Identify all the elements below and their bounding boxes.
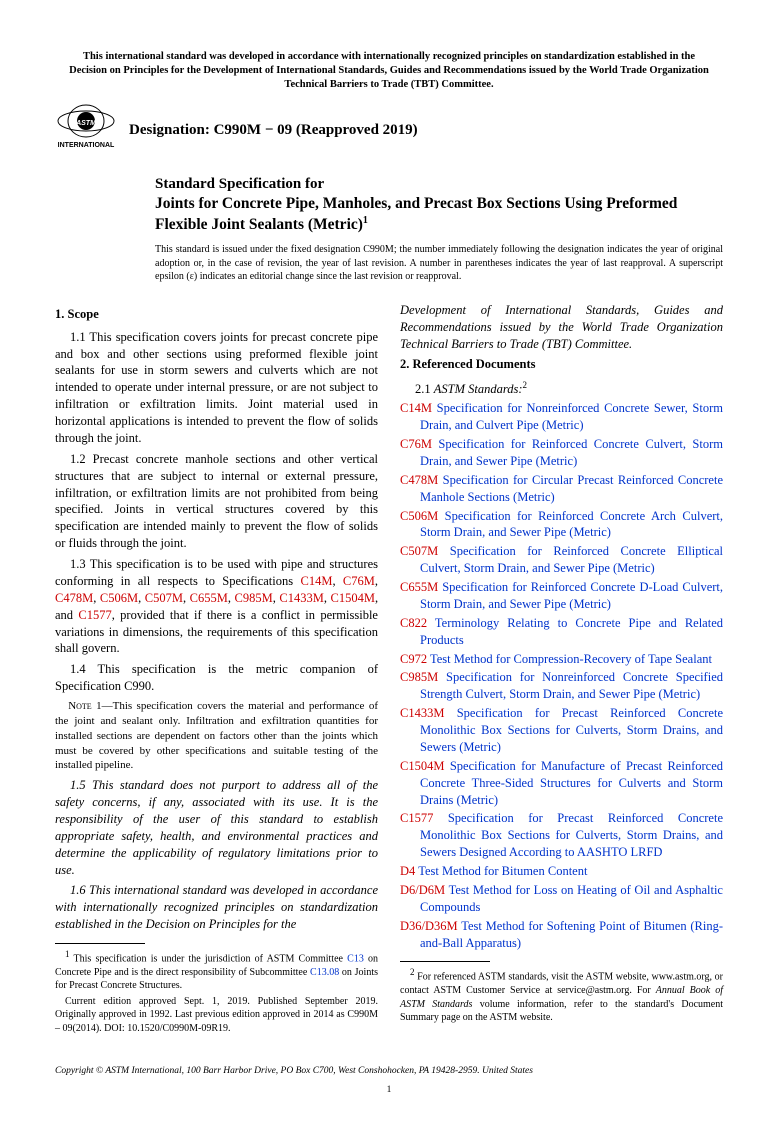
ref-item-c507m: C507M Specification for Reinforced Concr… (400, 543, 723, 577)
note-1: Note 1—This specification covers the mat… (55, 699, 378, 773)
ref-title-d6-d6m[interactable]: Test Method for Loss on Heating of Oil a… (420, 883, 723, 914)
wto-notice: This international standard was develope… (55, 50, 723, 93)
page-number: 1 (55, 1084, 723, 1097)
astm-std-sup: 2 (523, 380, 528, 390)
ref-item-d36-d36m: D36/D36M Test Method for Softening Point… (400, 918, 723, 952)
spec-ref-c1504m[interactable]: C1504M (331, 591, 375, 605)
title-block: Standard Specification for Joints for Co… (155, 175, 723, 235)
ref-code-c14m[interactable]: C14M (400, 401, 432, 415)
ref-item-c1433m: C1433M Specification for Precast Reinfor… (400, 705, 723, 756)
note-1-label: Note 1— (68, 700, 112, 712)
para-1-3: 1.3 This specification is to be used wit… (55, 556, 378, 657)
spec-ref-c506m[interactable]: C506M (100, 591, 138, 605)
spec-ref-c1433m[interactable]: C1433M (279, 591, 323, 605)
ref-code-c76m[interactable]: C76M (400, 437, 432, 451)
footnote-rule-right (400, 961, 490, 962)
astm-logo-icon: ASTM INTERNATIONAL (55, 103, 117, 158)
issuance-notice: This standard is issued under the fixed … (155, 243, 723, 284)
ref-title-c507m[interactable]: Specification for Reinforced Concrete El… (420, 544, 723, 575)
ref-title-c1433m[interactable]: Specification for Precast Reinforced Con… (420, 706, 723, 754)
ref-code-c972[interactable]: C972 (400, 652, 427, 666)
ref-item-c972: C972 Test Method for Compression-Recover… (400, 651, 723, 668)
ref-code-c506m[interactable]: C506M (400, 509, 438, 523)
astm-standards-subhead: 2.1 ASTM Standards:2 (400, 379, 723, 398)
ref-title-d4[interactable]: Test Method for Bitumen Content (418, 864, 587, 878)
svg-text:ASTM: ASTM (75, 120, 96, 127)
ref-title-c478m[interactable]: Specification for Circular Precast Reinf… (420, 473, 723, 504)
designation: Designation: C990M − 09 (Reapproved 2019… (129, 120, 418, 140)
para-1-2: 1.2 Precast concrete manhole sections an… (55, 451, 378, 552)
astm-std-head-text: ASTM Standards: (434, 382, 523, 396)
ref-item-c1504m: C1504M Specification for Manufacture of … (400, 758, 723, 809)
spec-ref-c14m[interactable]: C14M (300, 574, 332, 588)
ref-item-c655m: C655M Specification for Reinforced Concr… (400, 579, 723, 613)
ref-code-d4[interactable]: D4 (400, 864, 415, 878)
spec-ref-c76m[interactable]: C76M (343, 574, 375, 588)
footnote-rule-left (55, 943, 145, 944)
refdocs-heading: 2. Referenced Documents (400, 356, 723, 373)
ref-title-c506m[interactable]: Specification for Reinforced Concrete Ar… (420, 509, 723, 540)
title-lead: Standard Specification for (155, 175, 723, 194)
ref-item-c1577: C1577 Specification for Precast Reinforc… (400, 810, 723, 861)
spec-ref-c507m[interactable]: C507M (145, 591, 183, 605)
ref-item-d4: D4 Test Method for Bitumen Content (400, 863, 723, 880)
ref-title-c822[interactable]: Terminology Relating to Concrete Pipe an… (420, 616, 723, 647)
footnote-1b: Current edition approved Sept. 1, 2019. … (55, 995, 378, 1036)
fn1a-pre: This specification is under the jurisdic… (70, 953, 348, 964)
body-columns: 1. Scope 1.1 This specification covers j… (55, 302, 723, 1036)
ref-code-d6-d6m[interactable]: D6/D6M (400, 883, 445, 897)
para-1-5: 1.5 This standard does not purport to ad… (55, 777, 378, 878)
ref-title-c655m[interactable]: Specification for Reinforced Concrete D-… (420, 580, 723, 611)
ref-title-d36-d36m[interactable]: Test Method for Softening Point of Bitum… (420, 919, 723, 950)
title-superscript: 1 (363, 215, 368, 226)
footnote-2: 2 For referenced ASTM standards, visit t… (400, 966, 723, 1024)
ref-item-c506m: C506M Specification for Reinforced Concr… (400, 508, 723, 542)
ref-item-c14m: C14M Specification for Nonreinforced Con… (400, 400, 723, 434)
ref-code-c1433m[interactable]: C1433M (400, 706, 444, 720)
ref-code-c507m[interactable]: C507M (400, 544, 438, 558)
ref-code-c1504m[interactable]: C1504M (400, 759, 444, 773)
ref-title-c985m[interactable]: Specification for Nonreinforced Concrete… (420, 670, 723, 701)
ref-item-c985m: C985M Specification for Nonreinforced Co… (400, 669, 723, 703)
para-1-6-cont: Development of International Standards, … (400, 302, 723, 353)
ref-code-c822[interactable]: C822 (400, 616, 427, 630)
ref-item-d6-d6m: D6/D6M Test Method for Loss on Heating o… (400, 882, 723, 916)
ref-title-c1504m[interactable]: Specification for Manufacture of Precast… (420, 759, 723, 807)
ref-code-c985m[interactable]: C985M (400, 670, 438, 684)
spec-ref-c478m[interactable]: C478M (55, 591, 93, 605)
ref-title-c1577[interactable]: Specification for Precast Reinforced Con… (420, 811, 723, 859)
copyright-line: Copyright © ASTM International, 100 Barr… (55, 1065, 723, 1078)
astm-std-pre: 2.1 (415, 382, 434, 396)
para-1-1: 1.1 This specification covers joints for… (55, 329, 378, 447)
title-main: Joints for Concrete Pipe, Manholes, and … (155, 194, 723, 235)
spec-ref-c655m[interactable]: C655M (190, 591, 228, 605)
ref-item-c76m: C76M Specification for Reinforced Concre… (400, 436, 723, 470)
footnote-1: 1 This specification is under the jurisd… (55, 948, 378, 1035)
committee-link-c13[interactable]: C13 (347, 953, 364, 964)
reference-list: C14M Specification for Nonreinforced Con… (400, 400, 723, 951)
para-1-6: 1.6 This international standard was deve… (55, 882, 378, 933)
spec-ref-c1577[interactable]: C1577 (78, 608, 111, 622)
ref-item-c822: C822 Terminology Relating to Concrete Pi… (400, 615, 723, 649)
title-main-text: Joints for Concrete Pipe, Manholes, and … (155, 195, 677, 233)
ref-code-c1577[interactable]: C1577 (400, 811, 433, 825)
svg-text:INTERNATIONAL: INTERNATIONAL (58, 142, 115, 149)
ref-code-c655m[interactable]: C655M (400, 580, 438, 594)
ref-title-c14m[interactable]: Specification for Nonreinforced Concrete… (420, 401, 723, 432)
ref-title-c972[interactable]: Test Method for Compression-Recovery of … (430, 652, 712, 666)
ref-title-c76m[interactable]: Specification for Reinforced Concrete Cu… (420, 437, 723, 468)
header-row: ASTM INTERNATIONAL Designation: C990M − … (55, 103, 723, 158)
spec-ref-c985m[interactable]: C985M (235, 591, 273, 605)
ref-code-d36-d36m[interactable]: D36/D36M (400, 919, 458, 933)
page-footer: Copyright © ASTM International, 100 Barr… (55, 1065, 723, 1097)
subcommittee-link-c1308[interactable]: C13.08 (310, 967, 339, 978)
ref-item-c478m: C478M Specification for Circular Precast… (400, 472, 723, 506)
scope-heading: 1. Scope (55, 306, 378, 323)
ref-code-c478m[interactable]: C478M (400, 473, 438, 487)
para-1-4: 1.4 This specification is the metric com… (55, 661, 378, 695)
